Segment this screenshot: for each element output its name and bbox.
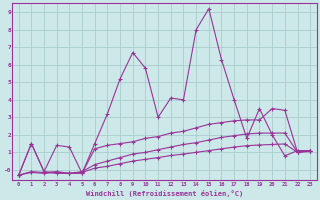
X-axis label: Windchill (Refroidissement éolien,°C): Windchill (Refroidissement éolien,°C) — [86, 190, 243, 197]
